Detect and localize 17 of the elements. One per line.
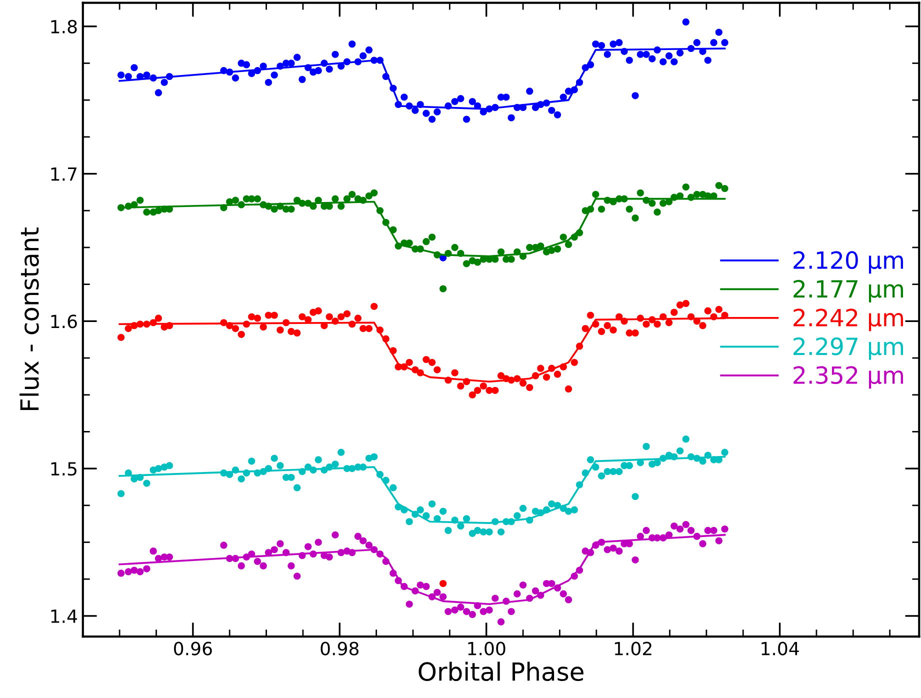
legend-label: 2.120 μm	[794, 251, 903, 274]
y-tick-label: 1.5	[51, 462, 76, 476]
y-tick-label: 1.6	[51, 314, 77, 328]
x-axis-title: Orbital Phase	[418, 662, 584, 682]
y-tick-label: 1.8	[51, 20, 77, 34]
x-tick-label: 0.98	[320, 642, 359, 656]
legend-label: 2.242 μm	[794, 308, 903, 332]
legend-label: 2.352 μm	[794, 366, 903, 389]
x-tick-label: 0.96	[174, 642, 212, 656]
legend-label: 2.297 μm	[794, 337, 903, 360]
y-axis-title: Flux - constant	[20, 228, 39, 410]
y-tick-label: 1.7	[51, 167, 76, 181]
legend-label: 2.177 μm	[794, 280, 903, 302]
x-tick-label: 1.02	[614, 642, 652, 656]
x-tick-label: 1.04	[762, 642, 799, 656]
y-tick-label: 1.4	[51, 610, 78, 623]
x-tick-label: 1.00	[468, 642, 506, 656]
